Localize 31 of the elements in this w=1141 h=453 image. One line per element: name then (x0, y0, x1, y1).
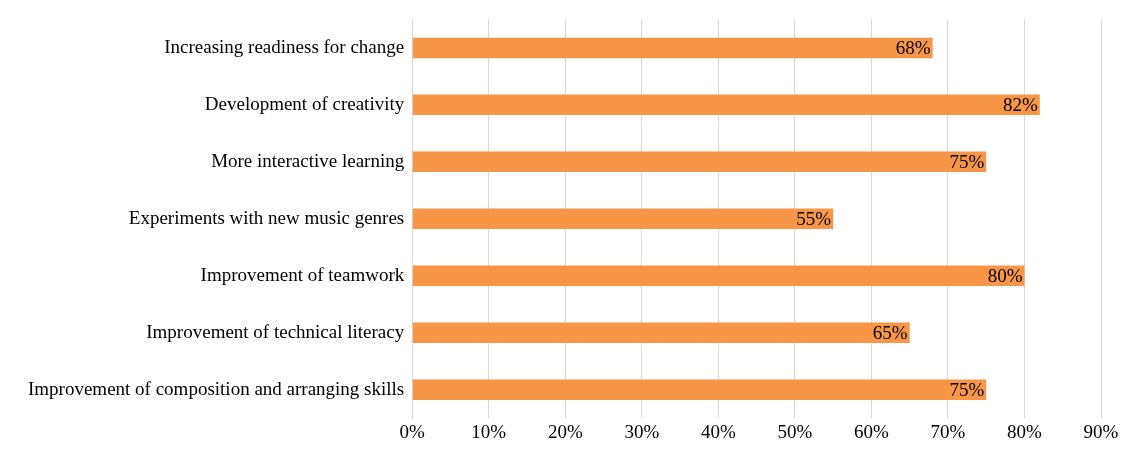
data-label: 82% (1002, 93, 1038, 115)
y-tick-label: Experiments with new music genres (128, 206, 405, 228)
y-tick-label: Improvement of technical literacy (146, 320, 405, 342)
data-label: 75% (949, 378, 985, 400)
x-tick-label: 70% (930, 420, 966, 442)
bar (412, 208, 834, 230)
bar (412, 94, 1040, 116)
x-tick-label: 0% (399, 420, 426, 442)
y-tick-label: Improvement of composition and arranging skills (28, 377, 405, 399)
y-tick-label: Development of creativity (204, 92, 405, 114)
bar (412, 379, 987, 400)
data-label: 80% (987, 264, 1023, 286)
data-label: 65% (872, 321, 908, 343)
bar (412, 37, 933, 59)
x-tick-label: 10% (471, 420, 507, 442)
y-tick-label: Increasing readiness for change (164, 35, 405, 57)
x-tick-label: 60% (854, 420, 889, 442)
x-tick-label: 40% (700, 420, 736, 442)
data-label: 75% (949, 150, 985, 172)
y-tick-label: More interactive learning (211, 149, 405, 171)
bar (412, 265, 1025, 287)
bar (412, 322, 910, 343)
x-tick-label: 80% (1007, 420, 1043, 442)
x-tick-label: 50% (777, 420, 813, 442)
data-label: 68% (895, 36, 931, 58)
x-tick-label: 30% (624, 420, 660, 442)
x-tick-label: 90% (1083, 420, 1119, 442)
y-tick-label: Improvement of teamwork (200, 263, 405, 285)
bar (412, 151, 987, 173)
data-label: 55% (796, 207, 832, 229)
x-tick-label: 20% (547, 420, 583, 442)
